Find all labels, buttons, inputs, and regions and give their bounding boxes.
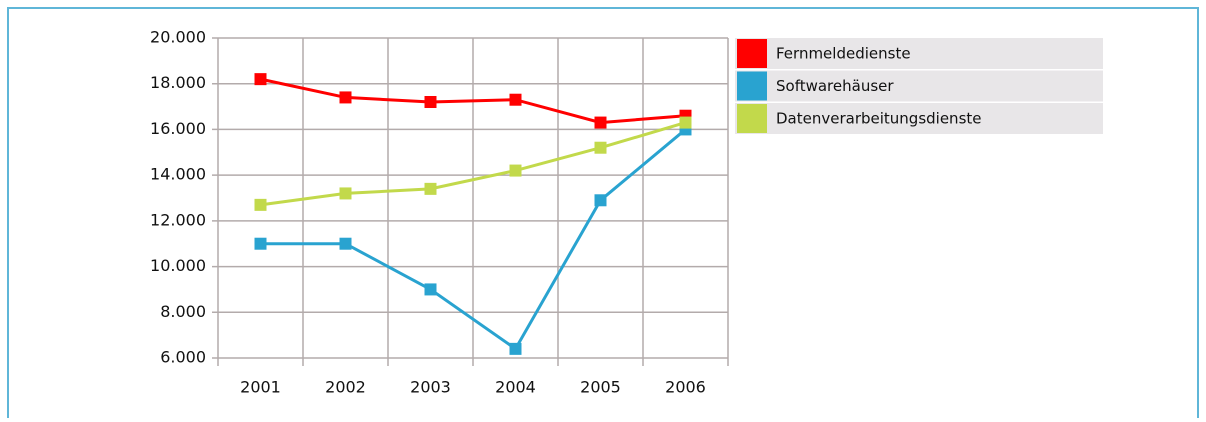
legend-label: Datenverarbeitungsdienste	[776, 110, 982, 128]
x-tick-label: 2003	[410, 378, 451, 397]
point	[679, 116, 692, 129]
point	[594, 194, 607, 207]
point	[254, 198, 267, 211]
point	[254, 73, 267, 86]
y-tick-label: 16.000	[150, 119, 206, 138]
frame	[7, 7, 1199, 422]
point	[424, 96, 437, 108]
point	[509, 93, 522, 106]
point	[594, 116, 607, 129]
y-tick-label: 10.000	[150, 256, 206, 275]
x-tick-label: 2006	[665, 378, 706, 397]
x-tick-label: 2002	[325, 378, 366, 397]
legend-bg	[735, 70, 1103, 102]
legend-label: Softwarehäuser	[776, 77, 894, 95]
y-tick-label: 20.000	[150, 28, 206, 47]
x-tick-label: 2005	[580, 378, 621, 397]
point	[594, 141, 607, 154]
point	[509, 342, 522, 355]
point	[339, 91, 352, 104]
series-line	[260, 77, 686, 125]
y-tick-label: 18.000	[150, 73, 206, 92]
y-tick-label: 14.000	[150, 165, 206, 184]
point	[254, 237, 267, 250]
legend-bg	[735, 103, 1103, 134]
series-line	[260, 121, 686, 207]
legend-swatch	[737, 104, 767, 133]
x-tick-label: 2004	[495, 378, 536, 397]
legend-swatch	[737, 71, 767, 101]
point	[509, 164, 522, 177]
point	[424, 182, 437, 195]
legend-label: Fernmeldedienste	[776, 45, 911, 63]
series-line	[260, 128, 687, 352]
point	[339, 187, 352, 200]
x-tick-label: 2001	[240, 378, 281, 397]
point	[424, 283, 437, 296]
y-tick-label: 6.000	[160, 348, 206, 367]
y-tick-label: 8.000	[160, 302, 206, 321]
legend-swatch	[737, 39, 767, 68]
point	[339, 237, 352, 250]
legend-bg	[735, 38, 1103, 69]
y-tick-label: 12.000	[150, 210, 206, 229]
